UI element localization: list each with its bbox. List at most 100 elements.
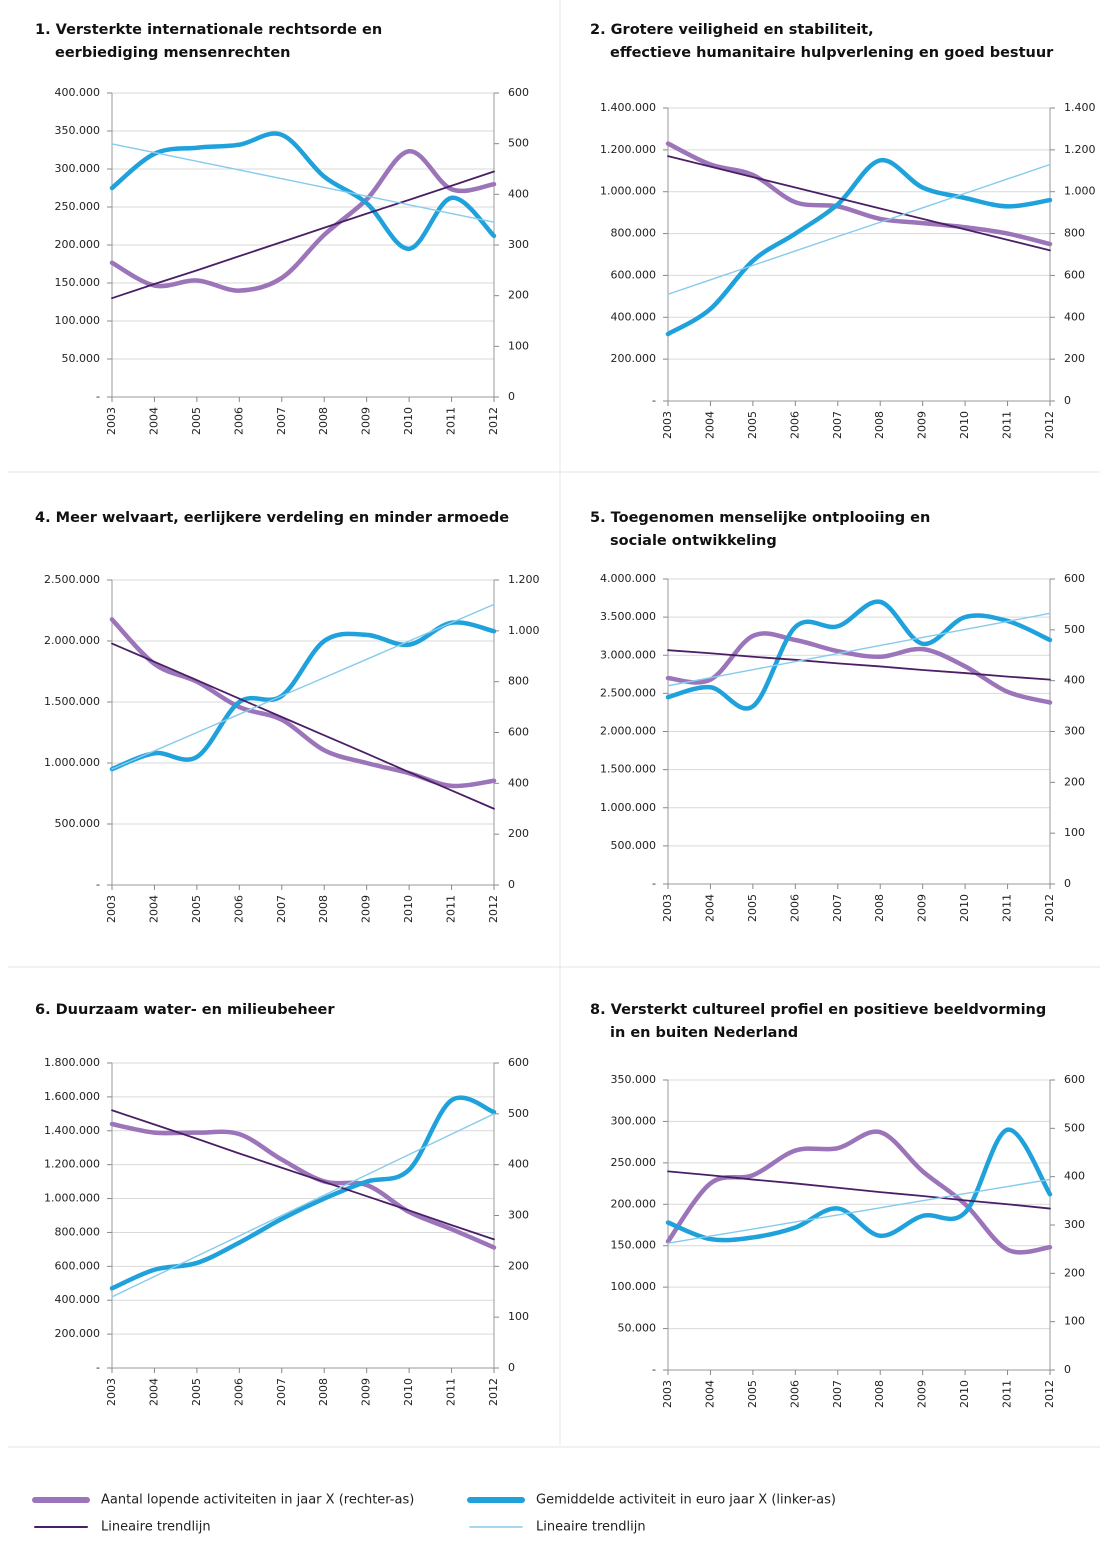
y-tick-label: 300.000: [611, 1114, 657, 1127]
x-tick-label: 2008: [317, 1378, 330, 1406]
trend-line: [111, 1113, 495, 1298]
y-tick-label: 1.200.000: [600, 143, 656, 156]
y2-tick-label: 500: [1064, 1121, 1085, 1134]
x-tick-label: 2012: [487, 1378, 500, 1406]
y-tick-label: 50.000: [62, 352, 101, 365]
x-tick-label: 2010: [958, 894, 971, 922]
y-tick-label: 1.800.000: [44, 1056, 100, 1069]
x-tick-label: 2005: [746, 411, 759, 439]
y-tick-label: -: [96, 878, 100, 891]
y-tick-label: 3.000.000: [600, 648, 656, 661]
y2-tick-label: 600: [1064, 572, 1085, 585]
chart-title: eerbiediging mensenrechten: [55, 45, 291, 61]
y-tick-label: 1.600.000: [44, 1090, 100, 1103]
x-tick-label: 2008: [317, 895, 330, 923]
y-tick-label: 500.000: [611, 839, 657, 852]
y2-tick-label: 0: [1064, 877, 1071, 890]
y2-tick-label: 500: [1064, 623, 1085, 636]
y-tick-label: 400.000: [611, 310, 657, 323]
legend-label: Lineaire trendlijn: [101, 1520, 211, 1535]
x-tick-label: 2008: [873, 411, 886, 439]
chart-title: 1. Versterkte internationale rechtsorde …: [35, 22, 382, 38]
y-tick-label: 600.000: [611, 268, 657, 281]
y2-tick-label: 200: [508, 1259, 529, 1272]
x-tick-label: 2011: [445, 407, 458, 435]
x-tick-label: 2005: [746, 894, 759, 922]
y2-tick-label: 400: [508, 1158, 529, 1171]
chart-title: sociale ontwikkeling: [610, 533, 777, 549]
x-tick-label: 2006: [788, 894, 801, 922]
x-tick-label: 2011: [445, 1378, 458, 1406]
y-tick-label: 1.500.000: [44, 695, 100, 708]
y-tick-label: -: [96, 390, 100, 403]
x-tick-label: 2012: [487, 895, 500, 923]
trend-line: [667, 612, 1051, 687]
y-tick-label: 200.000: [55, 1327, 101, 1340]
x-tick-label: 2003: [105, 895, 118, 923]
y2-tick-label: 400: [508, 776, 529, 789]
x-tick-label: 2003: [105, 407, 118, 435]
trend-line: [111, 642, 495, 810]
trend-line: [111, 603, 495, 770]
y2-tick-label: 600: [1064, 1073, 1085, 1086]
y2-tick-label: 300: [508, 1209, 529, 1222]
x-tick-label: 2011: [1001, 1380, 1014, 1408]
y2-tick-label: 500: [508, 137, 529, 150]
series-line: [109, 149, 497, 293]
y2-tick-label: 100: [508, 339, 529, 352]
y-tick-label: 200.000: [611, 1197, 657, 1210]
x-tick-label: 2005: [190, 407, 203, 435]
y-tick-label: 2.500.000: [600, 686, 656, 699]
y-tick-label: 200.000: [611, 352, 657, 365]
x-tick-label: 2005: [190, 1378, 203, 1406]
x-tick-label: 2007: [831, 894, 844, 922]
x-tick-label: 2004: [147, 407, 160, 435]
x-tick-label: 2012: [487, 407, 500, 435]
series-line: [109, 1095, 497, 1291]
y-tick-label: -: [652, 1363, 656, 1376]
x-tick-label: 2010: [958, 411, 971, 439]
y2-tick-label: 800: [508, 675, 529, 688]
y-tick-label: 100.000: [55, 314, 101, 327]
y-tick-label: -: [96, 1361, 100, 1374]
y2-tick-label: 1.400: [1064, 101, 1096, 114]
y2-tick-label: 400: [508, 187, 529, 200]
y-tick-label: 500.000: [55, 817, 101, 830]
x-tick-label: 2010: [958, 1380, 971, 1408]
x-tick-label: 2007: [275, 407, 288, 435]
series-line: [109, 131, 497, 252]
legend-label: Aantal lopende activiteiten in jaar X (r…: [101, 1493, 414, 1508]
y-tick-label: 250.000: [611, 1156, 657, 1169]
y2-tick-label: 200: [1064, 1266, 1085, 1279]
series-line: [665, 158, 1053, 337]
trend-line: [667, 163, 1051, 295]
x-tick-label: 2009: [360, 1378, 373, 1406]
y2-tick-label: 200: [1064, 352, 1085, 365]
chart-title: 8. Versterkt cultureel profiel en positi…: [590, 1002, 1046, 1018]
y2-tick-label: 200: [1064, 775, 1085, 788]
y2-tick-label: 0: [1064, 394, 1071, 407]
x-tick-label: 2005: [190, 895, 203, 923]
x-tick-label: 2003: [661, 1380, 674, 1408]
y2-tick-label: 1.200: [1064, 143, 1096, 156]
x-tick-label: 2009: [916, 1380, 929, 1408]
x-tick-label: 2006: [232, 895, 245, 923]
x-tick-label: 2010: [402, 895, 415, 923]
y-tick-label: 2.000.000: [44, 634, 100, 647]
x-tick-label: 2011: [1001, 411, 1014, 439]
x-tick-label: 2006: [788, 411, 801, 439]
y2-tick-label: 0: [508, 1361, 515, 1374]
y-tick-label: 600.000: [55, 1259, 101, 1272]
y-tick-label: 350.000: [611, 1073, 657, 1086]
chart-title: in en buiten Nederland: [610, 1025, 798, 1041]
y2-tick-label: 600: [508, 86, 529, 99]
y-tick-label: 2.000.000: [600, 725, 656, 738]
x-tick-label: 2004: [703, 894, 716, 922]
y-tick-label: 1.400.000: [44, 1124, 100, 1137]
y-tick-label: 50.000: [618, 1322, 657, 1335]
x-tick-label: 2004: [147, 1378, 160, 1406]
trend-line: [667, 155, 1051, 252]
x-tick-label: 2004: [703, 411, 716, 439]
